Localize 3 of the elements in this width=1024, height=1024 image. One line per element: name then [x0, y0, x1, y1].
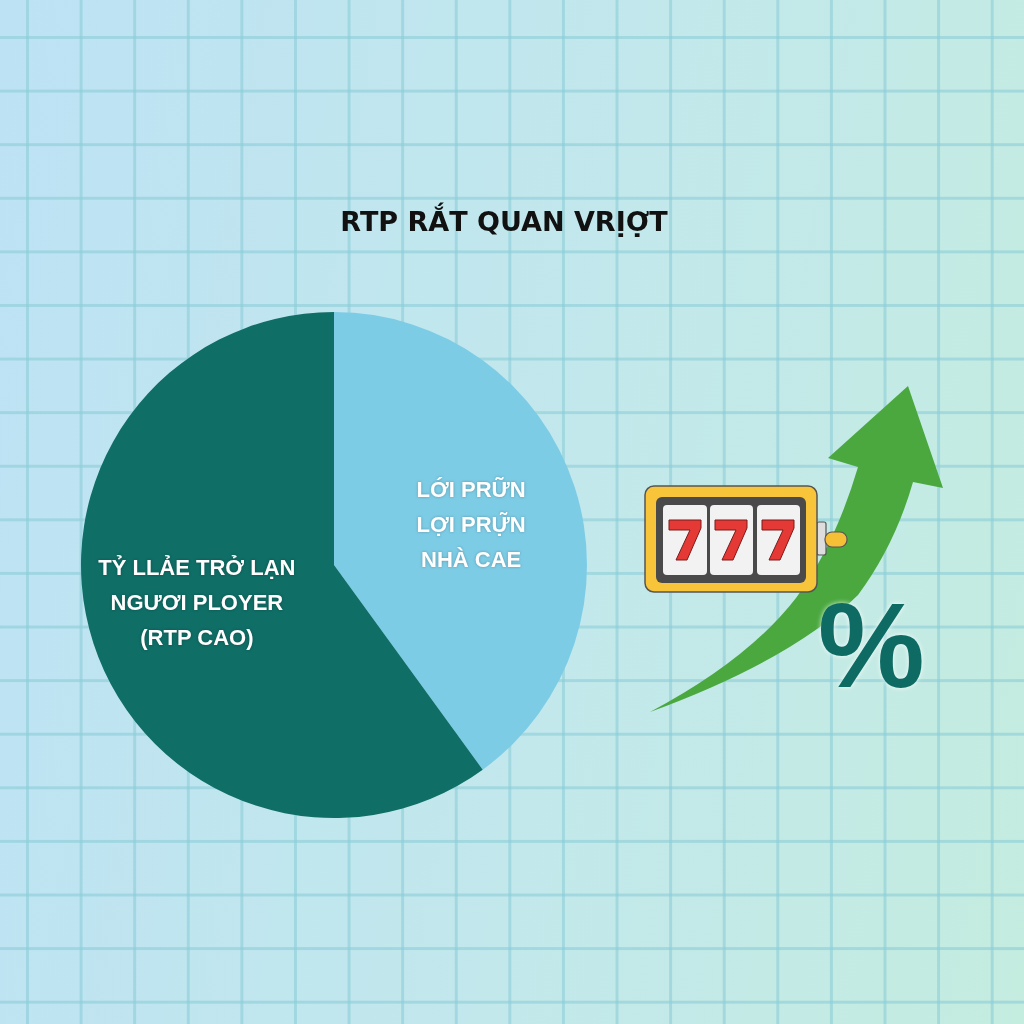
- slice-label: TỶ LLẢE TRỞ LẠN NGƯƠI PLOYER (RTP CAO): [98, 555, 296, 651]
- slice-label: LỚI PRỮN LỢI PRỰ̃N NHÀ CAE: [416, 476, 526, 572]
- text: %: [818, 578, 925, 712]
